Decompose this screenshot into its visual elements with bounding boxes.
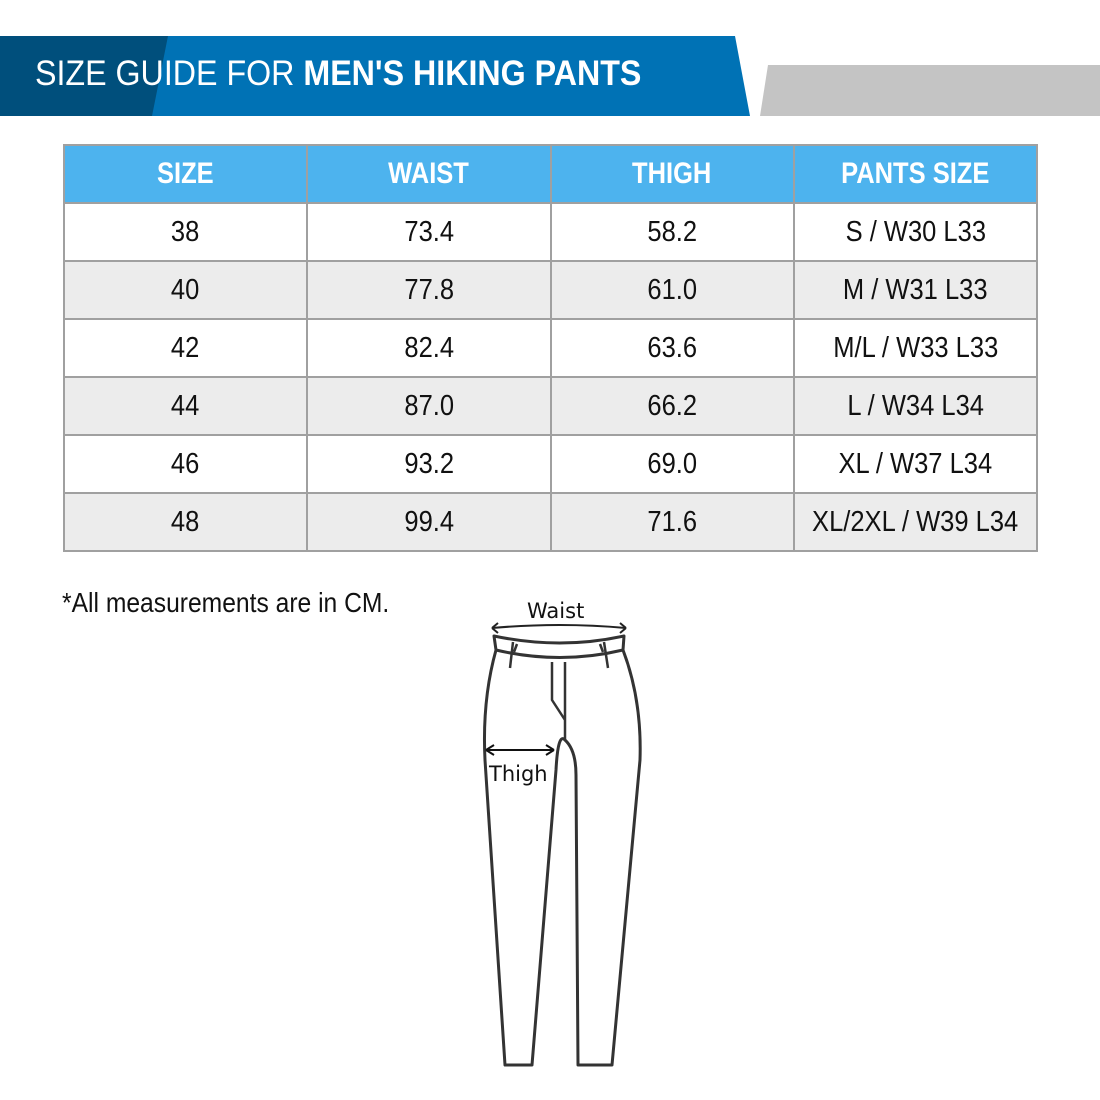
table-row: 48 99.4 71.6 XL/2XL / W39 L34 [62, 492, 1039, 552]
waist-label: Waist [527, 599, 585, 623]
table-cell: 61.0 [549, 260, 795, 320]
header-row: SIZE WAIST THIGH PANTS SIZE [62, 144, 1039, 204]
cell-value: S / W30 L33 [845, 215, 986, 248]
table-cell: 40 [62, 260, 309, 320]
table-cell: 44 [62, 376, 309, 436]
table-cell: 82.4 [306, 318, 552, 378]
cell-value: 73.4 [404, 215, 454, 248]
cell-value: 44 [171, 389, 200, 422]
measurement-note: *All measurements are in CM. [62, 587, 390, 618]
table-cell: 73.4 [306, 202, 552, 262]
cell-value: 66.2 [647, 389, 697, 422]
cell-value: 38 [171, 215, 200, 248]
cell-value: 63.6 [647, 331, 697, 364]
table-cell: XL / W37 L34 [792, 434, 1039, 494]
cell-value: 61.0 [647, 273, 697, 306]
table-row: 46 93.2 69.0 XL / W37 L34 [62, 434, 1039, 494]
cell-value: M/L / W33 L33 [832, 331, 998, 364]
table-row: 40 77.8 61.0 M / W31 L33 [62, 260, 1039, 320]
column-header: SIZE [62, 144, 309, 204]
table-cell: L / W34 L34 [792, 376, 1039, 436]
title-bold: MEN'S HIKING PANTS [303, 54, 642, 93]
column-header: THIGH [549, 144, 795, 204]
cell-value: 48 [171, 505, 200, 538]
table-cell: 77.8 [306, 260, 552, 320]
table-cell: 63.6 [549, 318, 795, 378]
table-cell: S / W30 L33 [792, 202, 1039, 262]
cell-value: 69.0 [647, 447, 697, 480]
table-cell: 38 [62, 202, 309, 262]
column-header-label: SIZE [157, 157, 214, 190]
table-row: 44 87.0 66.2 L / W34 L34 [62, 376, 1039, 436]
cell-value: 82.4 [404, 331, 454, 364]
column-header: WAIST [306, 144, 552, 204]
table-cell: 71.6 [549, 492, 795, 552]
table-cell: 66.2 [549, 376, 795, 436]
column-header-label: WAIST [388, 157, 470, 190]
column-header-label: THIGH [632, 157, 712, 190]
title-light: SIZE GUIDE FOR [35, 54, 304, 93]
cell-value: 71.6 [647, 505, 697, 538]
size-table: SIZE WAIST THIGH PANTS SIZE 38 73.4 58.2 S / W… [62, 144, 1039, 552]
table-cell: 46 [62, 434, 309, 494]
cell-value: XL/2XL / W39 L34 [812, 505, 1019, 538]
title-banner [0, 36, 1100, 116]
table-row: 42 82.4 63.6 M/L / W33 L33 [62, 318, 1039, 378]
column-header: PANTS SIZE [792, 144, 1039, 204]
cell-value: 58.2 [647, 215, 697, 248]
thigh-label: Thigh [489, 762, 548, 786]
page-title: SIZE GUIDE FOR MEN'S HIKING PANTS [35, 54, 641, 94]
cell-value: 87.0 [404, 389, 454, 422]
table-cell: 58.2 [549, 202, 795, 262]
table-cell: 48 [62, 492, 309, 552]
cell-value: M / W31 L33 [843, 273, 988, 306]
pants-diagram [482, 622, 642, 1067]
cell-value: 77.8 [404, 273, 454, 306]
table-cell: 99.4 [306, 492, 552, 552]
cell-value: 93.2 [404, 447, 454, 480]
banner-shapes [0, 36, 1100, 116]
table-row: 38 73.4 58.2 S / W30 L33 [62, 202, 1039, 262]
cell-value: L / W34 L34 [847, 389, 984, 422]
cell-value: 42 [171, 331, 200, 364]
cell-value: 46 [171, 447, 200, 480]
table-cell: 69.0 [549, 434, 795, 494]
cell-value: XL / W37 L34 [838, 447, 993, 480]
cell-value: 40 [171, 273, 200, 306]
table-cell: 93.2 [306, 434, 552, 494]
table-cell: M/L / W33 L33 [792, 318, 1039, 378]
table-cell: M / W31 L33 [792, 260, 1039, 320]
table-cell: 87.0 [306, 376, 552, 436]
table-cell: 42 [62, 318, 309, 378]
cell-value: 99.4 [404, 505, 454, 538]
column-header-label: PANTS SIZE [841, 157, 990, 190]
table-cell: XL/2XL / W39 L34 [792, 492, 1039, 552]
